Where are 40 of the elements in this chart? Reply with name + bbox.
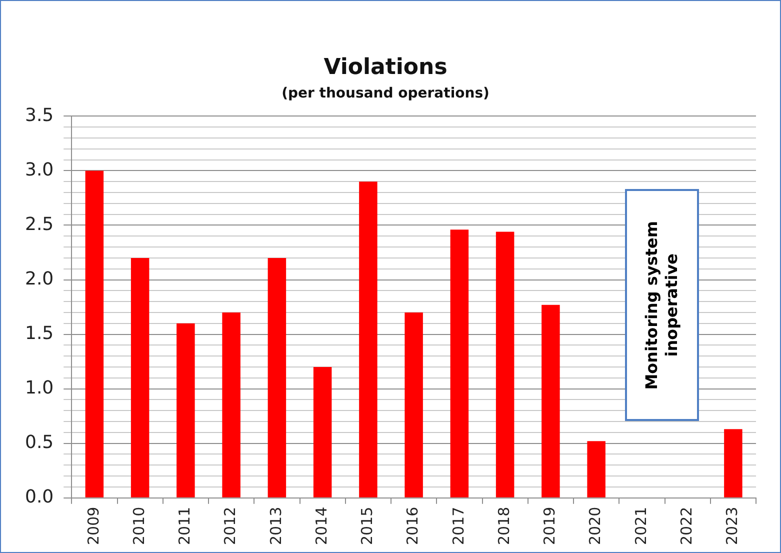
bar — [359, 182, 378, 498]
y-tick-label: 2.0 — [24, 268, 54, 290]
x-tick-label: 2023 — [723, 506, 742, 546]
x-tick-label: 2016 — [404, 506, 422, 546]
x-tick-label: 2011 — [176, 506, 194, 546]
bar — [222, 312, 240, 498]
chart-title: Violations — [324, 54, 448, 80]
bar — [404, 312, 423, 498]
x-tick-label: 2022 — [677, 506, 696, 546]
bar — [176, 323, 195, 498]
x-tick-label: 2018 — [494, 506, 513, 546]
y-tick-label: 1.5 — [24, 322, 54, 344]
x-tick-label: 2010 — [130, 506, 148, 546]
x-tick-label: 2017 — [449, 506, 468, 546]
bar — [85, 170, 104, 498]
bar — [587, 441, 606, 498]
bar — [268, 258, 286, 498]
bar — [313, 366, 332, 498]
bar — [542, 304, 560, 498]
bar — [450, 230, 469, 498]
note-box: Monitoring system inoperative — [624, 188, 699, 422]
x-tick-label: 2014 — [312, 506, 330, 546]
y-tick-label: 2.5 — [24, 214, 54, 235]
y-tick-label: 3.0 — [24, 159, 54, 180]
x-tick-label: 2015 — [358, 506, 376, 546]
y-tick-label: 0.5 — [24, 432, 54, 453]
x-tick-label: 2012 — [221, 506, 240, 546]
chart-subtitle: (per thousand operations) — [282, 85, 490, 102]
x-tick-label: 2020 — [586, 506, 604, 546]
x-tick-label: 2019 — [540, 506, 559, 546]
y-tick-label: 3.5 — [24, 104, 54, 126]
x-tick-label: 2009 — [84, 506, 102, 546]
annotation: Monitoring system inoperative — [642, 220, 682, 392]
y-tick-label: 0.0 — [24, 486, 54, 508]
x-tick-label: 2013 — [266, 506, 285, 546]
bar — [724, 429, 742, 498]
bar — [496, 232, 514, 498]
y-tick-label: 1.0 — [24, 377, 54, 398]
x-tick-label: 2021 — [632, 506, 650, 546]
bar — [130, 258, 150, 498]
